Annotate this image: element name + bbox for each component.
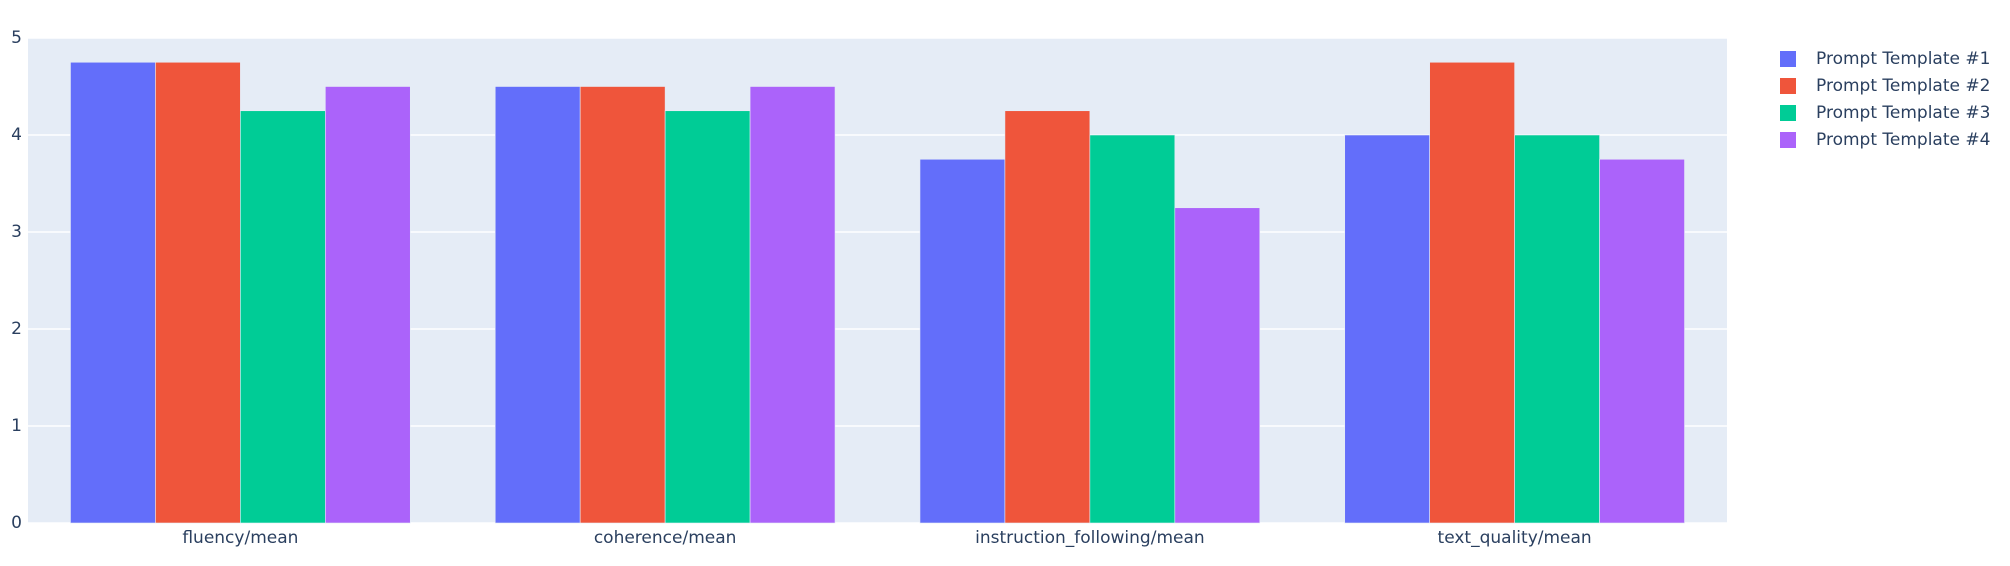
- legend-label[interactable]: Prompt Template #4: [1816, 130, 1990, 150]
- bar: [1089, 134, 1176, 524]
- bar: [1174, 207, 1261, 524]
- y-tick-label: 5: [11, 28, 22, 48]
- legend-swatch[interactable]: [1780, 132, 1796, 148]
- legend-label[interactable]: Prompt Template #1: [1816, 49, 1990, 69]
- legend-swatch[interactable]: [1780, 105, 1796, 121]
- x-tick-label: coherence/mean: [594, 528, 737, 548]
- bar: [664, 110, 751, 524]
- bar: [749, 86, 836, 524]
- bar: [325, 86, 411, 524]
- bar: [579, 86, 666, 524]
- bar: [1429, 61, 1515, 524]
- y-tick-label: 2: [11, 319, 22, 339]
- bar: [70, 61, 156, 524]
- legend-label[interactable]: Prompt Template #2: [1816, 76, 1990, 96]
- bar: [240, 110, 326, 524]
- bar: [1344, 134, 1430, 524]
- bar: [919, 158, 1006, 524]
- bar: [1004, 110, 1091, 524]
- x-tick-label: fluency/mean: [182, 528, 298, 548]
- bar: [1599, 158, 1685, 524]
- y-tick-label: 4: [11, 125, 22, 145]
- bar: [1514, 134, 1600, 524]
- y-tick-label: 3: [11, 222, 22, 242]
- x-tick-label: text_quality/mean: [1438, 528, 1592, 548]
- bar: [494, 86, 581, 524]
- legend-label[interactable]: Prompt Template #3: [1816, 103, 1990, 123]
- y-tick-label: 1: [11, 416, 22, 436]
- y-tick-label: 0: [11, 513, 22, 533]
- x-tick-label: instruction_following/mean: [975, 528, 1205, 548]
- legend-swatch[interactable]: [1780, 51, 1796, 67]
- bar: [155, 61, 241, 524]
- legend-swatch[interactable]: [1780, 78, 1796, 94]
